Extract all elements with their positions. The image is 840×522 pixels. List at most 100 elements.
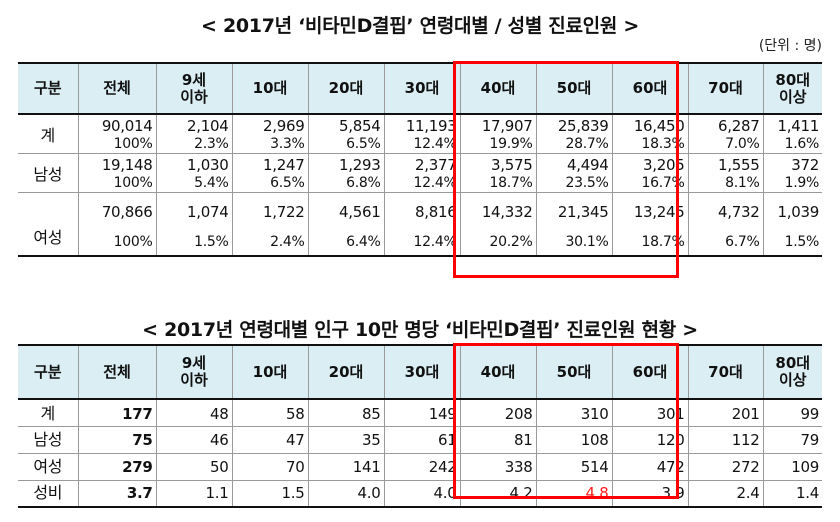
highlight-box-40-60 — [453, 343, 679, 499]
table-row: 남성 75 46 47 35 61 81 108 120 112 79 — [18, 425, 822, 453]
row-label: 여성 — [18, 452, 79, 480]
percent-cell: 1.5% — [762, 229, 822, 256]
percent-cell: 100% — [77, 229, 157, 256]
percent-cell: 18.7% — [611, 229, 689, 256]
highlight-box-40-60 — [453, 61, 679, 278]
column-header: 30대 — [383, 344, 461, 400]
percent-cell: 3.3% — [231, 136, 309, 154]
count-cell: 3,575 — [459, 153, 537, 175]
value-cell: 514 — [535, 452, 613, 480]
value-cell: 1.4 — [762, 479, 822, 508]
count-cell: 2,969 — [231, 114, 309, 136]
value-cell: 338 — [459, 452, 537, 480]
percent-cell: 6.5% — [307, 136, 385, 154]
value-cell: 301 — [611, 399, 689, 426]
column-header: 전체 — [77, 344, 157, 400]
count-cell: 19,148 — [77, 153, 157, 175]
value-cell: 108 — [535, 425, 613, 453]
percent-cell: 8.1% — [687, 175, 764, 193]
column-header: 30대 — [383, 62, 461, 115]
row-group-female: 여성 70,866 1,074 1,722 4,561 8,816 14,332 21,345… — [18, 192, 822, 256]
count-cell: 5,854 — [307, 114, 385, 136]
column-header: 10대 — [231, 62, 309, 115]
column-header: 20대 — [307, 62, 385, 115]
value-cell: 70 — [231, 452, 309, 480]
header-row: 구분 전체 9세 이하 10대 20대 30대 40대 50대 60대 70대 80대 이상 — [18, 62, 822, 115]
value-cell: 81 — [459, 425, 537, 453]
percent-cell: 6.5% — [231, 175, 309, 193]
percent-cell: 12.4% — [383, 136, 461, 154]
value-cell: 208 — [459, 399, 537, 426]
value-cell: 48 — [155, 399, 233, 426]
count-cell: 1,030 — [155, 153, 233, 175]
count-cell: 90,014 — [77, 114, 157, 136]
count-cell: 8,816 — [383, 192, 461, 229]
count-cell: 14,332 — [459, 192, 537, 229]
value-cell: 242 — [383, 452, 461, 480]
count-cell: 25,839 — [535, 114, 613, 136]
column-header: 구분 — [18, 344, 79, 400]
per-100k-patients-table: 구분 전체 9세 이하 10대 20대 30대 40대 50대 60대 70대 80대 이상 계 17… — [18, 344, 822, 508]
table-row: 100% 2.3% 3.3% 6.5% 12.4% 19.9% 28.7% 18.3% 7.0%… — [18, 136, 822, 154]
count-cell: 1,411 — [762, 114, 822, 136]
column-header: 80대 이상 — [762, 344, 822, 400]
age-gender-patients-table: 구분 전체 9세 이하 10대 20대 30대 40대 50대 60대 70대 80대 이상 계 90… — [18, 62, 822, 257]
percent-cell: 2.4% — [231, 229, 309, 256]
column-header: 80대 이상 — [762, 62, 822, 115]
value-cell: 75 — [77, 425, 157, 453]
count-cell: 1,074 — [155, 192, 233, 229]
percent-cell: 23.5% — [535, 175, 613, 193]
column-header: 70대 — [687, 62, 764, 115]
row-label: 계 — [18, 114, 79, 154]
count-cell: 11,193 — [383, 114, 461, 136]
column-header: 20대 — [307, 344, 385, 400]
table-row: 성비 3.7 1.1 1.5 4.0 4.0 4.2 4.8 3.9 2.4 1.4 — [18, 479, 822, 508]
column-header: 10대 — [231, 344, 309, 400]
count-cell: 1,555 — [687, 153, 764, 175]
row-label: 남성 — [18, 153, 79, 193]
table-row: 100% 5.4% 6.5% 6.8% 12.4% 18.7% 23.5% 16.7% 8.1%… — [18, 175, 822, 193]
percent-cell: 1.6% — [762, 136, 822, 154]
table-row: 여성 279 50 70 141 242 338 514 472 272 109 — [18, 452, 822, 480]
table-row: 여성 70,866 1,074 1,722 4,561 8,816 14,332 21,345… — [18, 192, 822, 256]
percent-cell: 12.4% — [383, 229, 461, 256]
percent-cell: 7.0% — [687, 136, 764, 154]
table2-title: < 2017년 연령대별 인구 10만 명당 ‘비타민D결핍’ 진료인원 현황 … — [142, 319, 698, 341]
percent-cell: 12.4% — [383, 175, 461, 193]
value-cell: 4.0 — [307, 479, 385, 508]
value-cell: 47 — [231, 425, 309, 453]
percent-cell: 2.3% — [155, 136, 233, 154]
value-cell: 85 — [307, 399, 385, 426]
count-cell: 17,907 — [459, 114, 537, 136]
percent-cell: 30.1% — [535, 229, 613, 256]
count-cell: 4,494 — [535, 153, 613, 175]
row-group-total: 계 90,014 2,104 2,969 5,854 11,193 17,907 25,839… — [18, 114, 822, 154]
value-cell: 4.0 — [383, 479, 461, 508]
value-cell: 141 — [307, 452, 385, 480]
column-header: 40대 — [459, 344, 537, 400]
count-cell: 1,039 — [762, 192, 822, 229]
value-cell: 1.1 — [155, 479, 233, 508]
percent-cell: 18.3% — [611, 136, 689, 154]
value-cell: 279 — [77, 452, 157, 480]
row-label: 여성 — [18, 192, 79, 256]
count-cell: 1,293 — [307, 153, 385, 175]
column-header: 구분 — [18, 62, 79, 115]
value-cell: 1.5 — [231, 479, 309, 508]
table1-title: < 2017년 ‘비타민D결핍’ 연령대별 / 성별 진료인원 > — [201, 15, 639, 37]
unit-label: (단위 : 명) — [758, 38, 822, 54]
percent-cell: 100% — [77, 175, 157, 193]
value-cell: 46 — [155, 425, 233, 453]
column-header: 전체 — [77, 62, 157, 115]
count-cell: 3,205 — [611, 153, 689, 175]
value-cell: 272 — [687, 452, 764, 480]
row-label: 성비 — [18, 479, 79, 508]
percent-cell: 1.5% — [155, 229, 233, 256]
column-header: 70대 — [687, 344, 764, 400]
column-header: 9세 이하 — [155, 344, 233, 400]
value-cell: 3.7 — [77, 479, 157, 508]
column-header: 60대 — [611, 62, 689, 115]
percent-cell: 100% — [77, 136, 157, 154]
count-cell: 2,377 — [383, 153, 461, 175]
table-row: 계 90,014 2,104 2,969 5,854 11,193 17,907 25,839… — [18, 114, 822, 154]
